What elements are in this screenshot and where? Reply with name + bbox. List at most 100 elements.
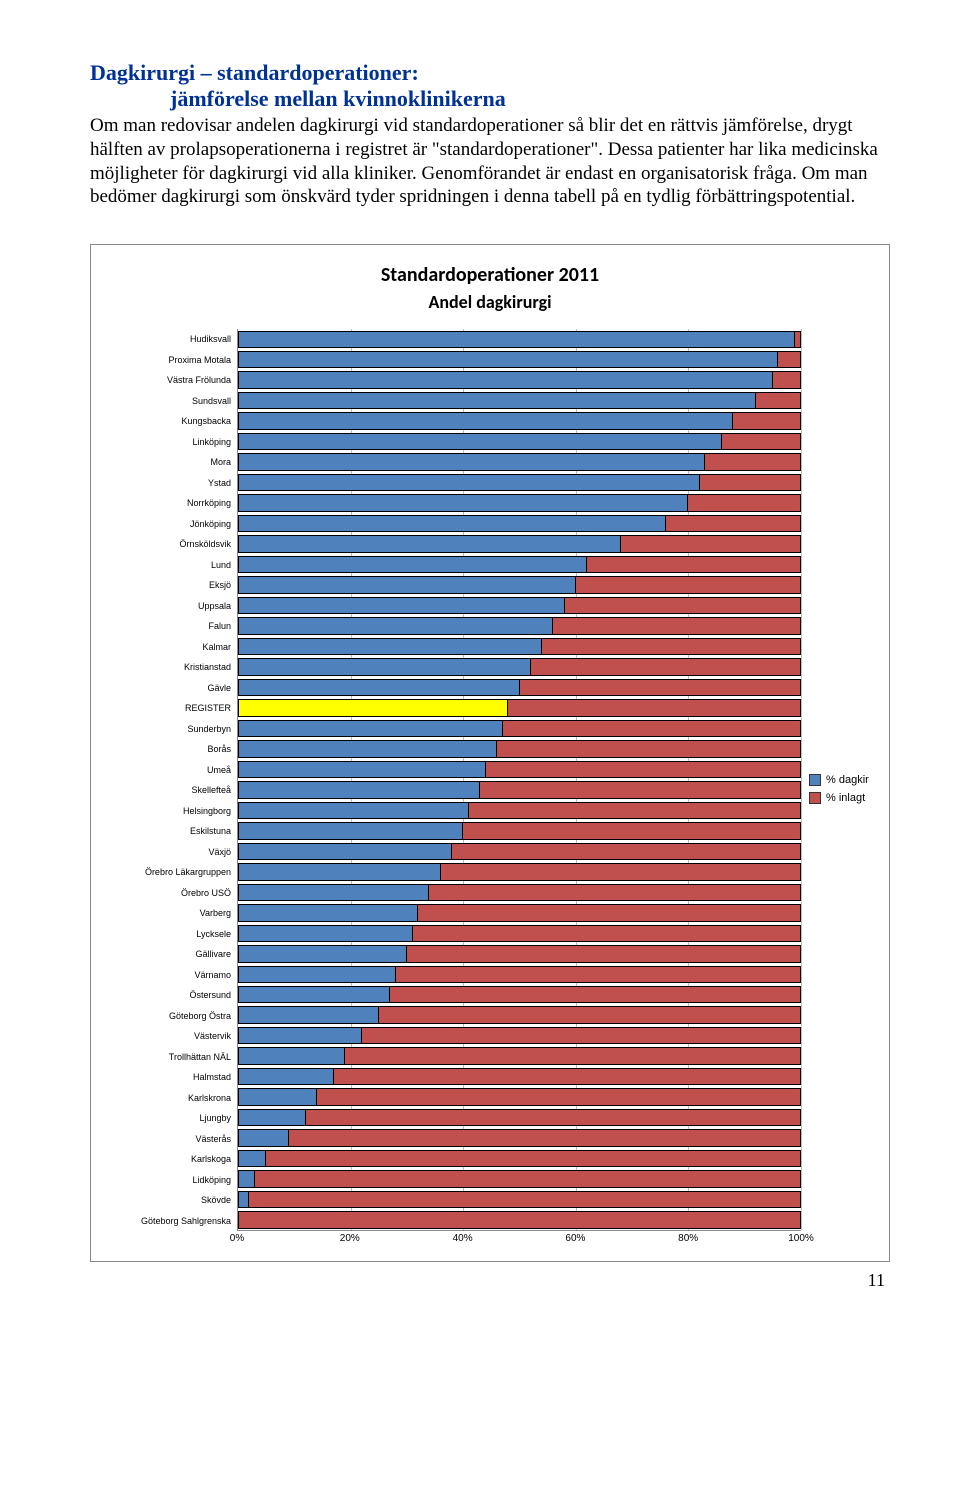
y-label: Gävle	[101, 678, 231, 699]
y-label: Varberg	[101, 903, 231, 924]
bar-seg-inlagt	[266, 1150, 801, 1167]
bar-seg-dagkir	[238, 1027, 362, 1044]
body-paragraph: Om man redovisar andelen dagkirurgi vid …	[90, 114, 890, 209]
bar-seg-inlagt	[486, 761, 801, 778]
y-label: Proxima Motala	[101, 350, 231, 371]
title-line2: jämförelse mellan kvinnoklinikerna	[90, 86, 890, 112]
bar-row	[238, 1107, 801, 1127]
y-label: Umeå	[101, 760, 231, 781]
bar-seg-dagkir	[238, 802, 469, 819]
y-label: Eksjö	[101, 575, 231, 596]
x-tick-label: 20%	[340, 1233, 360, 1244]
bar-seg-inlagt	[795, 331, 801, 348]
y-label: Halmstad	[101, 1067, 231, 1088]
bar-seg-dagkir	[238, 371, 773, 388]
legend-swatch-inlagt	[809, 792, 821, 804]
y-label: Kristianstad	[101, 657, 231, 678]
bar-seg-dagkir	[238, 392, 756, 409]
bar-seg-dagkir	[238, 679, 520, 696]
bar-seg-inlagt	[666, 515, 801, 532]
bar-row	[238, 554, 801, 574]
bar-seg-inlagt	[345, 1047, 801, 1064]
bar-seg-inlagt	[407, 945, 801, 962]
y-label: Karlskoga	[101, 1149, 231, 1170]
x-tick-label: 60%	[565, 1233, 585, 1244]
bar-seg-dagkir	[238, 1109, 306, 1126]
bar-seg-dagkir	[238, 720, 503, 737]
bar-row	[238, 964, 801, 984]
bar-seg-dagkir	[238, 658, 531, 675]
bar-row	[238, 390, 801, 410]
bar-seg-dagkir	[238, 494, 688, 511]
chart-plot	[237, 329, 801, 1231]
bar-row	[238, 821, 801, 841]
bar-seg-dagkir	[238, 1129, 289, 1146]
bar-row	[238, 616, 801, 636]
bar-seg-inlagt	[520, 679, 802, 696]
bar-seg-dagkir	[238, 822, 463, 839]
bar-seg-inlagt	[362, 1027, 801, 1044]
bar-row	[238, 370, 801, 390]
chart-subtitle: Andel dagkirurgi	[101, 291, 879, 313]
bar-seg-inlagt	[249, 1191, 801, 1208]
bar-seg-dagkir	[238, 781, 480, 798]
bar-row	[238, 1087, 801, 1107]
bar-seg-inlagt	[542, 638, 801, 655]
page-number: 11	[90, 1270, 890, 1291]
y-label: Eskilstuna	[101, 821, 231, 842]
y-label: Ljungby	[101, 1108, 231, 1129]
y-label: Västervik	[101, 1026, 231, 1047]
bar-seg-inlagt	[778, 351, 801, 368]
bar-seg-dagkir	[238, 597, 565, 614]
y-label: Karlskrona	[101, 1088, 231, 1109]
bar-seg-inlagt	[418, 904, 801, 921]
y-label: Ystad	[101, 473, 231, 494]
y-label: REGISTER	[101, 698, 231, 719]
bar-seg-inlagt	[429, 884, 801, 901]
bar-row	[238, 698, 801, 718]
bar-seg-dagkir	[238, 412, 733, 429]
bar-seg-inlagt	[497, 740, 801, 757]
bar-seg-dagkir	[238, 843, 452, 860]
y-label: Gällivare	[101, 944, 231, 965]
bar-row	[238, 493, 801, 513]
x-tick-label: 80%	[678, 1233, 698, 1244]
bar-row	[238, 1189, 801, 1209]
y-label: Hudiksvall	[101, 329, 231, 350]
x-axis-ticks: 0%20%40%60%80%100%	[237, 1231, 801, 1249]
bar-row	[238, 349, 801, 369]
bar-row	[238, 575, 801, 595]
bar-seg-inlagt	[379, 1006, 801, 1023]
bar-row	[238, 882, 801, 902]
bar-seg-inlagt	[553, 617, 801, 634]
bar-row	[238, 923, 801, 943]
legend-swatch-dagkir	[809, 774, 821, 786]
bar-row	[238, 780, 801, 800]
legend-item-inlagt: % inlagt	[809, 792, 879, 804]
bar-seg-inlagt	[503, 720, 801, 737]
y-label: Göteborg Östra	[101, 1006, 231, 1027]
bar-seg-inlagt	[441, 863, 801, 880]
bar-seg-dagkir	[238, 1047, 345, 1064]
legend-item-dagkir: % dagkir	[809, 774, 879, 786]
bar-seg-dagkir	[238, 863, 441, 880]
y-label: Uppsala	[101, 596, 231, 617]
y-label: Borås	[101, 739, 231, 760]
y-label: Örebro USÖ	[101, 883, 231, 904]
y-label: Falun	[101, 616, 231, 637]
bar-seg-inlagt	[289, 1129, 801, 1146]
bar-row	[238, 595, 801, 615]
y-label: Göteborg Sahlgrenska	[101, 1211, 231, 1232]
bar-seg-dagkir	[238, 884, 429, 901]
bar-seg-dagkir	[238, 535, 621, 552]
bar-row	[238, 329, 801, 349]
bar-seg-inlagt	[413, 925, 801, 942]
bar-seg-dagkir	[238, 699, 508, 716]
bar-seg-inlagt	[306, 1109, 801, 1126]
bar-seg-dagkir	[238, 1150, 266, 1167]
bar-row	[238, 677, 801, 697]
y-label: Sundsvall	[101, 391, 231, 412]
legend-label-inlagt: % inlagt	[826, 792, 865, 804]
bar-seg-inlagt	[334, 1068, 801, 1085]
bar-seg-dagkir	[238, 1088, 317, 1105]
